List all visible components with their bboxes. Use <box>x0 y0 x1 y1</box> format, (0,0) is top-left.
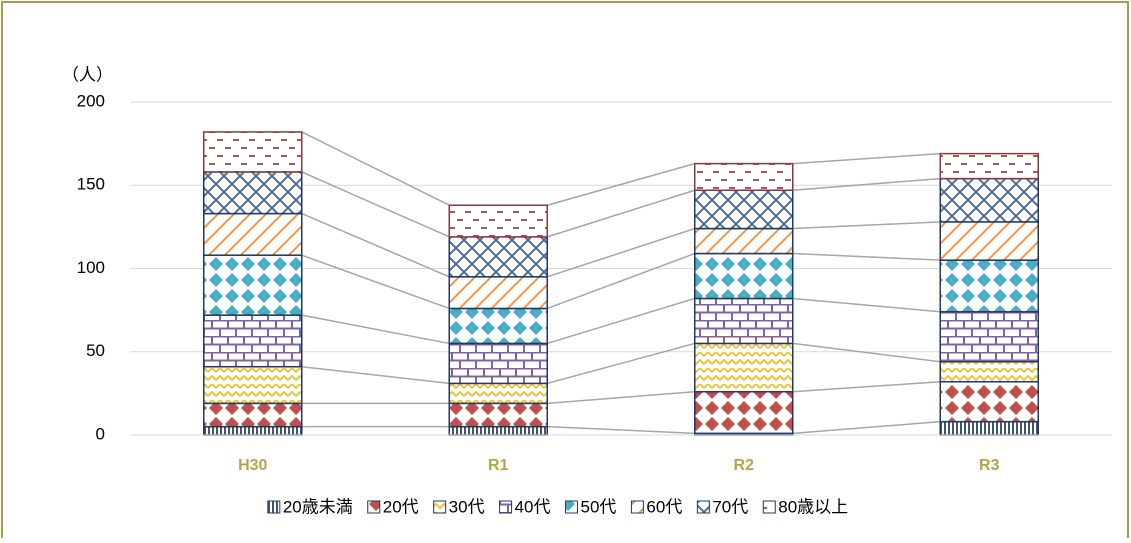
bar-segment <box>939 360 1039 383</box>
bar-segment <box>448 236 548 278</box>
legend-swatch <box>565 500 578 514</box>
y-tick-label: 100 <box>77 258 105 277</box>
connector-line <box>547 189 695 238</box>
bar-segment <box>203 212 303 256</box>
connector-line <box>792 297 941 313</box>
legend-item: 20歳未満 <box>267 497 353 516</box>
legend-item: 30代 <box>433 497 485 516</box>
bar-segment <box>939 259 1039 313</box>
legend-label: 60代 <box>646 497 682 516</box>
legend-item: 20代 <box>367 497 419 516</box>
bar-segment <box>203 131 303 173</box>
connector-line <box>301 365 450 385</box>
bar-segment <box>694 342 794 393</box>
legend-label: 30代 <box>449 497 485 516</box>
bar-segment <box>203 171 303 215</box>
bar-segment <box>939 380 1039 423</box>
y-tick-label: 50 <box>86 341 105 360</box>
bar-segment <box>694 227 794 255</box>
connector-line <box>547 425 695 435</box>
legend-swatch <box>630 500 644 514</box>
y-tick-label: 150 <box>77 175 105 194</box>
legend-swatch <box>499 500 513 514</box>
connector-line <box>301 254 450 310</box>
bar-segment <box>448 382 548 405</box>
x-tick-label: R3 <box>979 457 1000 474</box>
x-tick-label: R1 <box>488 457 509 474</box>
connector-line <box>301 171 450 238</box>
legend-label: 80歳以上 <box>778 497 848 516</box>
bar-segment <box>448 307 548 345</box>
connector-line <box>792 252 941 261</box>
legend-item: 40代 <box>499 497 551 516</box>
connector-line <box>792 221 941 230</box>
bar-segment <box>939 221 1039 261</box>
x-tick-label: H30 <box>238 457 267 474</box>
connector-line <box>546 252 696 310</box>
connector-line <box>792 177 941 191</box>
connector-line <box>301 131 450 206</box>
legend-swatch <box>367 500 381 514</box>
bar-segment <box>939 177 1039 223</box>
connector-line <box>301 212 450 278</box>
bar-segment <box>448 204 548 238</box>
bar-segment <box>448 342 548 385</box>
connector-line <box>792 380 941 393</box>
bar-segment <box>203 402 303 428</box>
legend-label: 50代 <box>581 497 617 516</box>
bar-segment <box>203 314 303 368</box>
bar-segment <box>939 311 1039 363</box>
connector-line <box>547 162 695 206</box>
bar-segment <box>448 425 548 436</box>
bar-segment <box>939 152 1039 180</box>
legend-label: 70代 <box>712 497 748 516</box>
connector-line <box>547 342 695 385</box>
connector-line <box>301 314 450 345</box>
bar-segment <box>694 189 794 230</box>
legend-item: 80歳以上 <box>762 497 848 516</box>
legend-item: 70代 <box>696 497 748 516</box>
connector-line <box>547 227 695 278</box>
legend-swatch <box>696 500 710 514</box>
legend-label: 20代 <box>383 497 419 516</box>
bar-segment <box>694 297 794 345</box>
y-unit-label: （人） <box>62 65 113 84</box>
bar-segment <box>203 254 303 316</box>
bar-segment <box>203 425 303 436</box>
legend-swatch <box>762 500 776 514</box>
legend-item: 60代 <box>630 497 682 516</box>
bar-segment <box>448 402 548 428</box>
connector-line <box>792 152 941 165</box>
bar-segment <box>203 365 303 405</box>
legend-swatch <box>267 500 281 514</box>
y-tick-label: 200 <box>77 91 105 110</box>
bar-segment <box>694 390 794 435</box>
legend-item: 50代 <box>565 497 617 516</box>
bar-segment <box>939 420 1039 436</box>
connector-line <box>547 297 695 345</box>
connector-line <box>547 390 695 405</box>
legend-label: 40代 <box>515 497 551 516</box>
legend-swatch <box>433 500 447 514</box>
connector-line <box>792 342 941 363</box>
connector-line <box>792 420 941 435</box>
bar-segment <box>694 162 794 191</box>
x-tick-label: R2 <box>734 457 755 474</box>
bar-segment <box>448 276 548 310</box>
bar-segment <box>694 252 794 300</box>
legend-label: 20歳未満 <box>283 497 353 516</box>
y-tick-label: 0 <box>96 424 105 443</box>
